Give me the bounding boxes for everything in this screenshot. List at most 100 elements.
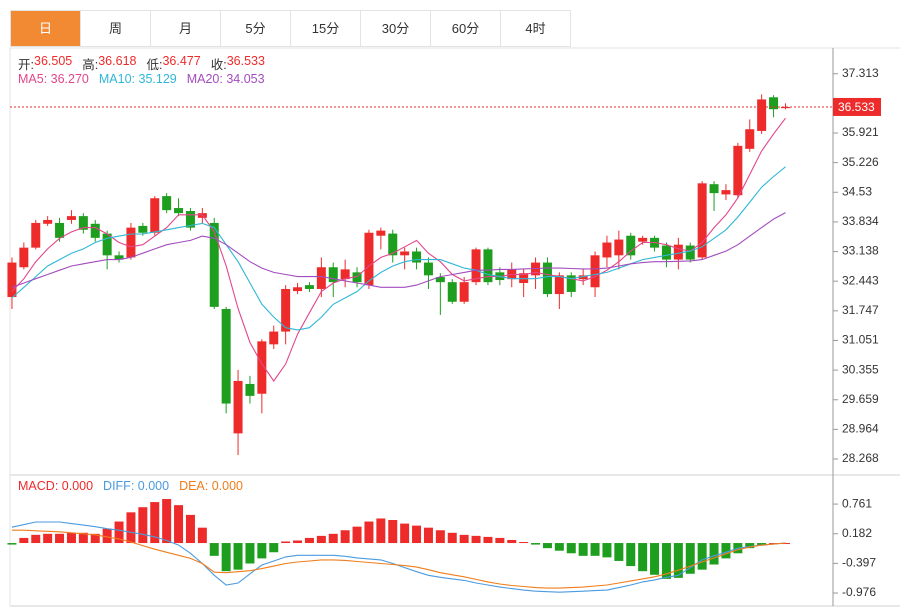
- macd-bar: [316, 535, 326, 544]
- macd-bar: [721, 543, 731, 559]
- y-tick-label: 32.443: [842, 273, 879, 287]
- candle-body: [721, 190, 731, 195]
- macd-bar: [745, 543, 755, 549]
- candle-body: [340, 269, 350, 280]
- macd-bar: [43, 533, 53, 544]
- macd-bar: [102, 528, 112, 544]
- candle-body: [483, 249, 493, 283]
- period-tab[interactable]: 周: [81, 11, 151, 46]
- legend-value: 34.053: [226, 72, 265, 86]
- period-tab[interactable]: 15分: [291, 11, 361, 46]
- macd-bar: [388, 520, 398, 544]
- macd-bar: [578, 543, 588, 556]
- macd-bar: [364, 521, 374, 544]
- y-tick-label: -0.397: [842, 556, 876, 570]
- y-tick-label: 30.355: [842, 362, 879, 376]
- macd-bar: [7, 543, 17, 545]
- y-tick-label: 35.921: [842, 125, 879, 139]
- y-tick-label: 31.051: [842, 333, 879, 347]
- legend-name: MACD: [18, 479, 62, 493]
- macd-line: [11, 529, 786, 589]
- candle-body: [90, 223, 100, 238]
- legend-name: MA5: [18, 72, 51, 86]
- macd-bar: [769, 543, 779, 545]
- y-tick-label: 35.226: [842, 155, 879, 169]
- candle-body: [590, 255, 600, 288]
- y-tick-label: 34.53: [842, 184, 872, 198]
- macd-bar: [90, 533, 100, 544]
- macd-bar: [495, 537, 505, 544]
- candle-body: [554, 275, 564, 295]
- macd-bar: [542, 543, 552, 549]
- macd-bar: [602, 543, 612, 558]
- candle-body: [614, 239, 624, 256]
- ohlc-info: 开36.505 高36.618 低36.477 收36.533: [18, 54, 265, 73]
- period-tab[interactable]: 月: [151, 11, 221, 46]
- macd-bar: [554, 543, 564, 551]
- ohlc-name: 低: [146, 54, 162, 73]
- candle-body: [66, 216, 76, 220]
- macd-bar: [376, 518, 386, 544]
- candle-body: [376, 230, 386, 236]
- macd-bar: [328, 533, 338, 544]
- macd-bar: [257, 543, 267, 559]
- ohlc-item: 高36.618: [82, 54, 136, 73]
- period-tab[interactable]: 30分: [361, 11, 431, 46]
- candle-body: [138, 225, 148, 233]
- macd-bar: [661, 543, 671, 579]
- candle-body: [733, 145, 743, 196]
- period-tab[interactable]: 日: [11, 11, 81, 46]
- macd-bar: [673, 543, 683, 578]
- macd-bar: [400, 523, 410, 544]
- macd-bar: [19, 537, 29, 544]
- macd-bar: [174, 505, 184, 544]
- ma-line: [11, 117, 786, 382]
- candle-body: [281, 288, 291, 332]
- candle-body: [174, 208, 184, 214]
- ohlc-name: 高: [82, 54, 98, 73]
- y-tick-label: 28.268: [842, 451, 879, 465]
- last-price-label: 36.533: [838, 100, 875, 114]
- legend-value: 0.000: [61, 479, 94, 493]
- legend-item: MA536.270: [18, 72, 89, 86]
- macd-bar: [281, 541, 291, 544]
- ma-legend: MA536.270 MA1035.129 MA2034.053: [18, 72, 265, 86]
- candle-body: [150, 198, 160, 233]
- period-tab[interactable]: 5分: [221, 11, 291, 46]
- candle-body: [638, 237, 648, 242]
- candle-body: [126, 227, 136, 258]
- y-tick-label: 0.182: [842, 526, 872, 540]
- macd-bar: [697, 543, 707, 570]
- ohlc-item: 开36.505: [18, 54, 72, 73]
- macd-bar: [293, 540, 303, 544]
- y-tick-label: 31.747: [842, 303, 879, 317]
- ohlc-value: 36.533: [226, 54, 265, 68]
- candle-body: [233, 380, 243, 434]
- candle-body: [769, 97, 779, 110]
- macd-bar: [626, 543, 636, 567]
- macd-bar: [233, 543, 243, 570]
- candle-body: [102, 233, 112, 256]
- candle-body: [209, 222, 219, 307]
- candle-body: [162, 196, 172, 211]
- macd-bar: [185, 514, 195, 544]
- legend-item: MA2034.053: [187, 72, 265, 86]
- period-tab[interactable]: 60分: [431, 11, 501, 46]
- macd-bar: [423, 527, 433, 544]
- period-tab[interactable]: 4时: [501, 11, 571, 46]
- candle-body: [221, 308, 231, 404]
- candle-body: [602, 242, 612, 258]
- candle-body: [388, 233, 398, 256]
- macd-bar: [352, 526, 362, 544]
- macd-bar: [114, 521, 124, 544]
- ohlc-name: 收: [211, 54, 227, 73]
- macd-bar: [519, 542, 529, 544]
- macd-bar: [78, 532, 88, 544]
- candle-body: [43, 219, 53, 224]
- macd-bar: [66, 532, 76, 544]
- candle-body: [757, 99, 767, 131]
- legend-name: MA20: [187, 72, 227, 86]
- macd-bar: [483, 536, 493, 544]
- macd-bar: [709, 543, 719, 565]
- candle-body: [661, 245, 671, 260]
